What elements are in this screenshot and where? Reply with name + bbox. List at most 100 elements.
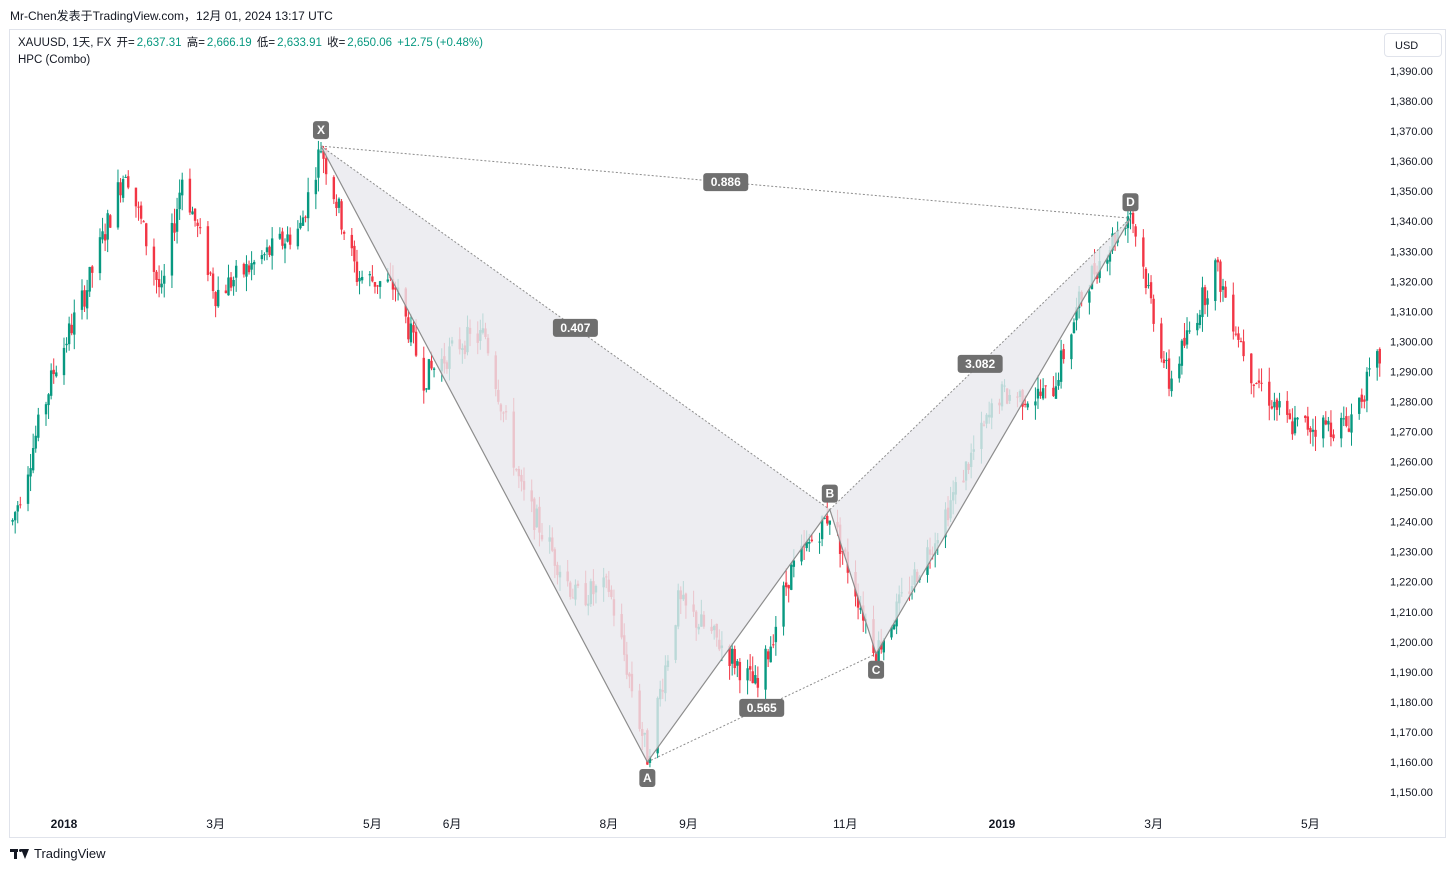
candle [263,252,266,261]
ratio-label: 3.082 [957,354,1003,373]
symbol-label[interactable]: XAUUSD, 1天, FX [18,37,112,49]
candle [232,276,235,296]
candle [1345,407,1348,428]
indicator-label[interactable]: HPC (Combo) [18,54,91,66]
y-tick-label: 1,150.00 [1390,787,1433,799]
candle [19,496,22,509]
candle [1165,352,1168,369]
candle [139,201,143,225]
candle [1062,343,1065,364]
candle [1070,333,1073,370]
candle [1278,392,1281,416]
candle [1041,378,1045,401]
candle [98,228,102,281]
candle [1052,376,1055,397]
pattern-leg [320,145,648,763]
candle [44,401,48,426]
y-tick-label: 1,280.00 [1390,396,1433,408]
candle [101,217,104,244]
svg-text:D: D [1126,195,1135,209]
candle [80,279,84,320]
candle [335,194,338,217]
candle [1147,273,1150,289]
x-tick-label: 6月 [443,817,462,831]
candle [91,265,94,288]
y-tick-label: 1,200.00 [1390,637,1433,649]
candle [733,645,736,675]
currency-button[interactable]: USD [1384,33,1442,57]
svg-text:0.886: 0.886 [711,175,741,189]
candle [281,227,284,250]
candle [378,280,382,299]
candle [784,568,788,596]
candle [1329,410,1333,447]
candle [49,363,53,400]
ratio-label: 0.886 [703,173,749,192]
low-label: 低= [256,37,276,49]
candle [299,215,302,230]
tradingview-footer[interactable]: TradingView [10,846,106,861]
y-tick-label: 1,310.00 [1390,306,1433,318]
candle [142,220,145,223]
candle [1358,397,1361,420]
candle [160,270,163,294]
candle [1309,426,1312,444]
candle [145,222,148,256]
candle [188,168,192,216]
candle [1324,411,1328,426]
candle [340,199,343,235]
candle [1288,409,1292,420]
y-tick-label: 1,230.00 [1390,547,1433,559]
candle [1142,229,1145,279]
candle [1360,388,1363,409]
candle [772,634,775,649]
y-tick-label: 1,380.00 [1390,96,1433,108]
candle [432,367,436,378]
y-tick-label: 1,170.00 [1390,727,1433,739]
candle [371,265,374,283]
candle [1224,280,1227,298]
open-value: 2,637.31 [136,37,182,49]
candle [1198,309,1202,329]
candle [368,271,372,287]
high-value: 2,666.19 [206,37,252,49]
candle [83,285,86,313]
candle [1340,412,1343,448]
candle [353,240,356,273]
y-tick-label: 1,360.00 [1390,156,1433,168]
candle [119,178,122,203]
candle [37,407,40,442]
svg-text:0.407: 0.407 [560,321,590,335]
candle [1072,318,1076,334]
candle [1059,339,1063,389]
y-tick-label: 1,270.00 [1390,427,1433,439]
candle [193,208,197,227]
candle [1054,372,1058,399]
candle [1144,267,1148,295]
svg-text:3.082: 3.082 [965,357,995,371]
candle [1252,383,1256,398]
candle [1378,347,1381,377]
candle [178,179,181,220]
candle [65,337,68,353]
candle [1257,368,1261,389]
candle [1293,405,1297,436]
candle [1170,370,1173,397]
candle [1036,375,1040,409]
candle [376,284,379,295]
pattern-leg [646,509,831,763]
y-tick-label: 1,190.00 [1390,667,1433,679]
candle [214,291,217,318]
candle [157,265,161,298]
candle [306,177,310,232]
candle [1152,294,1155,332]
candle [1162,350,1166,369]
candle [106,209,109,253]
candle [55,365,58,378]
candle [1314,416,1317,451]
candle [828,520,832,535]
candle [242,262,246,278]
candle [85,279,89,320]
candle [155,269,158,294]
